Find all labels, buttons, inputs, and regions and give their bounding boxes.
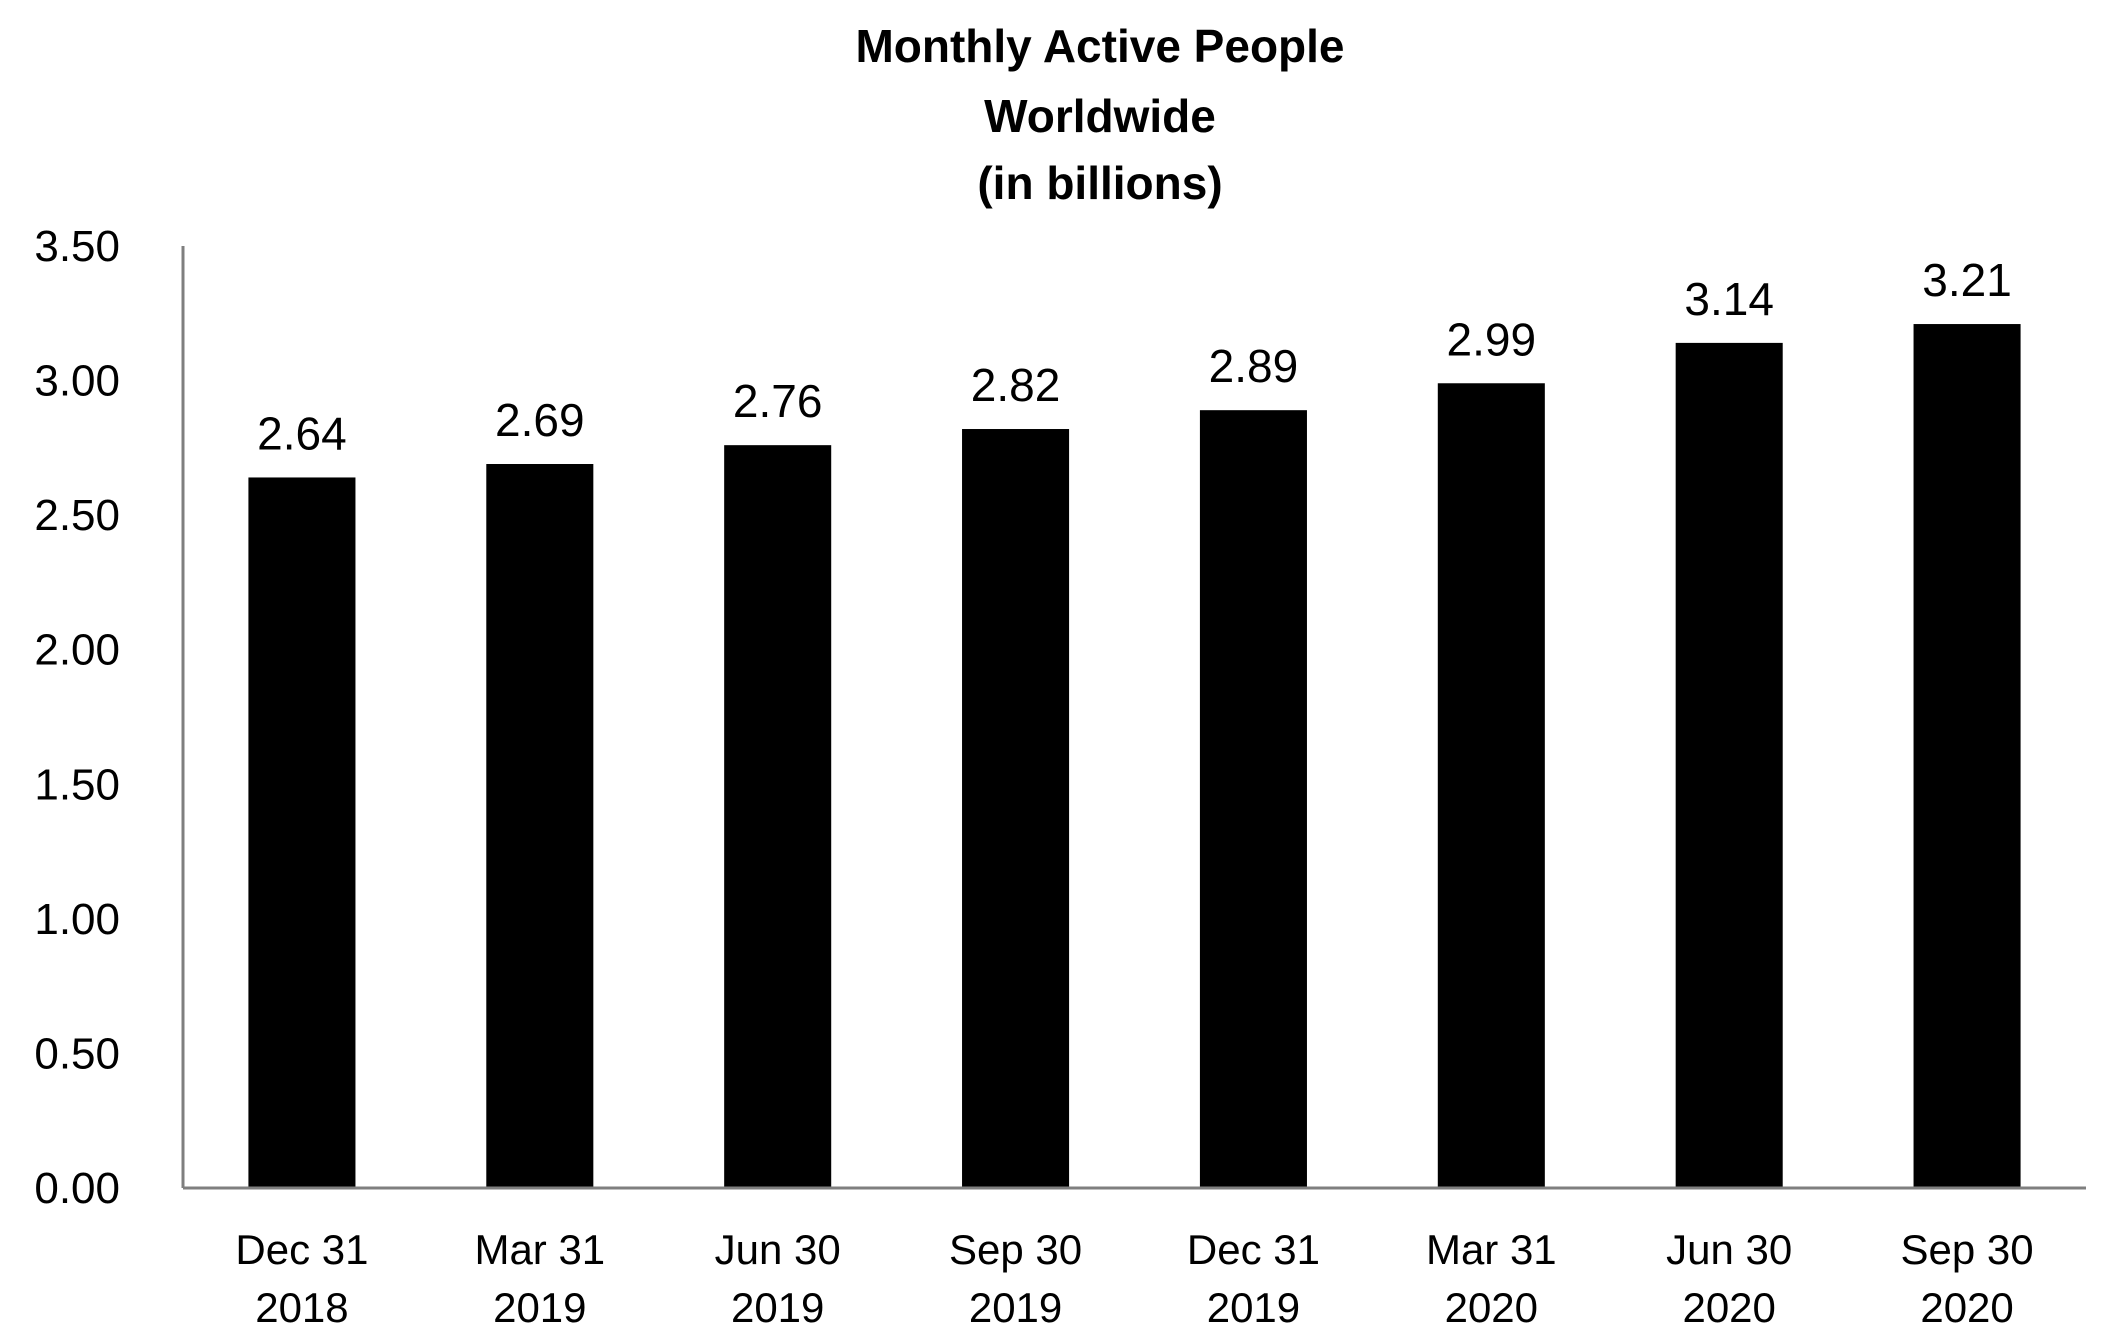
x-category-label: Dec 31 [235,1226,368,1273]
y-tick-label: 2.50 [34,491,120,540]
y-tick-label: 1.50 [34,760,120,809]
x-category-label: 2019 [493,1284,586,1331]
x-category-label: 2020 [1920,1284,2013,1331]
chart-title-line: (in billions) [977,157,1222,209]
x-category-label: 2020 [1682,1284,1775,1331]
y-axis-tick-labels: 0.00 0.50 1.00 1.50 2.00 2.50 3.00 3.50 [34,222,120,1213]
y-tick-label: 0.50 [34,1029,120,1078]
y-tick-label: 3.50 [34,222,120,271]
bar [724,445,832,1188]
bar [1437,383,1545,1189]
x-category-label: 2019 [731,1284,824,1331]
chart-title-line: Monthly Active People [855,20,1344,72]
x-category-label: Jun 30 [715,1226,841,1273]
x-category-label: 2019 [1207,1284,1300,1331]
axes [181,246,2086,1190]
x-category-label: Mar 31 [474,1226,605,1273]
bar [486,464,594,1188]
data-label: 2.99 [1447,313,1537,365]
y-tick-label: 1.00 [34,895,120,944]
x-category-label: 2018 [255,1284,348,1331]
y-tick-label: 3.00 [34,357,120,406]
x-axis-category-labels: Dec 31 2018 Mar 31 2019 Jun 30 2019 Sep 30 2019… [235,1226,2033,1331]
bar [962,429,1070,1188]
data-label: 2.82 [971,359,1061,411]
data-label: 3.14 [1684,273,1774,325]
x-category-label: Mar 31 [1426,1226,1557,1273]
bars [248,324,2021,1189]
x-category-label: Jun 30 [1666,1226,1792,1273]
chart-title-line: Worldwide [984,90,1216,142]
bar [248,477,356,1188]
data-labels: 2.64 2.69 2.76 2.82 2.89 2.99 3.14 3.21 [257,254,2012,459]
x-category-label: 2020 [1445,1284,1538,1331]
data-label: 2.64 [257,407,347,459]
x-category-label: Sep 30 [949,1226,1082,1273]
y-tick-label: 2.00 [34,626,120,675]
bar [1913,324,2021,1189]
data-label: 2.89 [1209,340,1299,392]
data-label: 2.76 [733,375,823,427]
x-category-label: Dec 31 [1187,1226,1320,1273]
bar [1675,342,1783,1188]
y-tick-label: 0.00 [34,1164,120,1213]
data-label: 2.69 [495,394,585,446]
chart-title: Monthly Active People Worldwide (in billio… [855,20,1344,209]
data-label: 3.21 [1922,254,2012,306]
x-category-label: 2019 [969,1284,1062,1331]
bar [1199,410,1307,1189]
x-category-label: Sep 30 [1901,1226,2034,1273]
